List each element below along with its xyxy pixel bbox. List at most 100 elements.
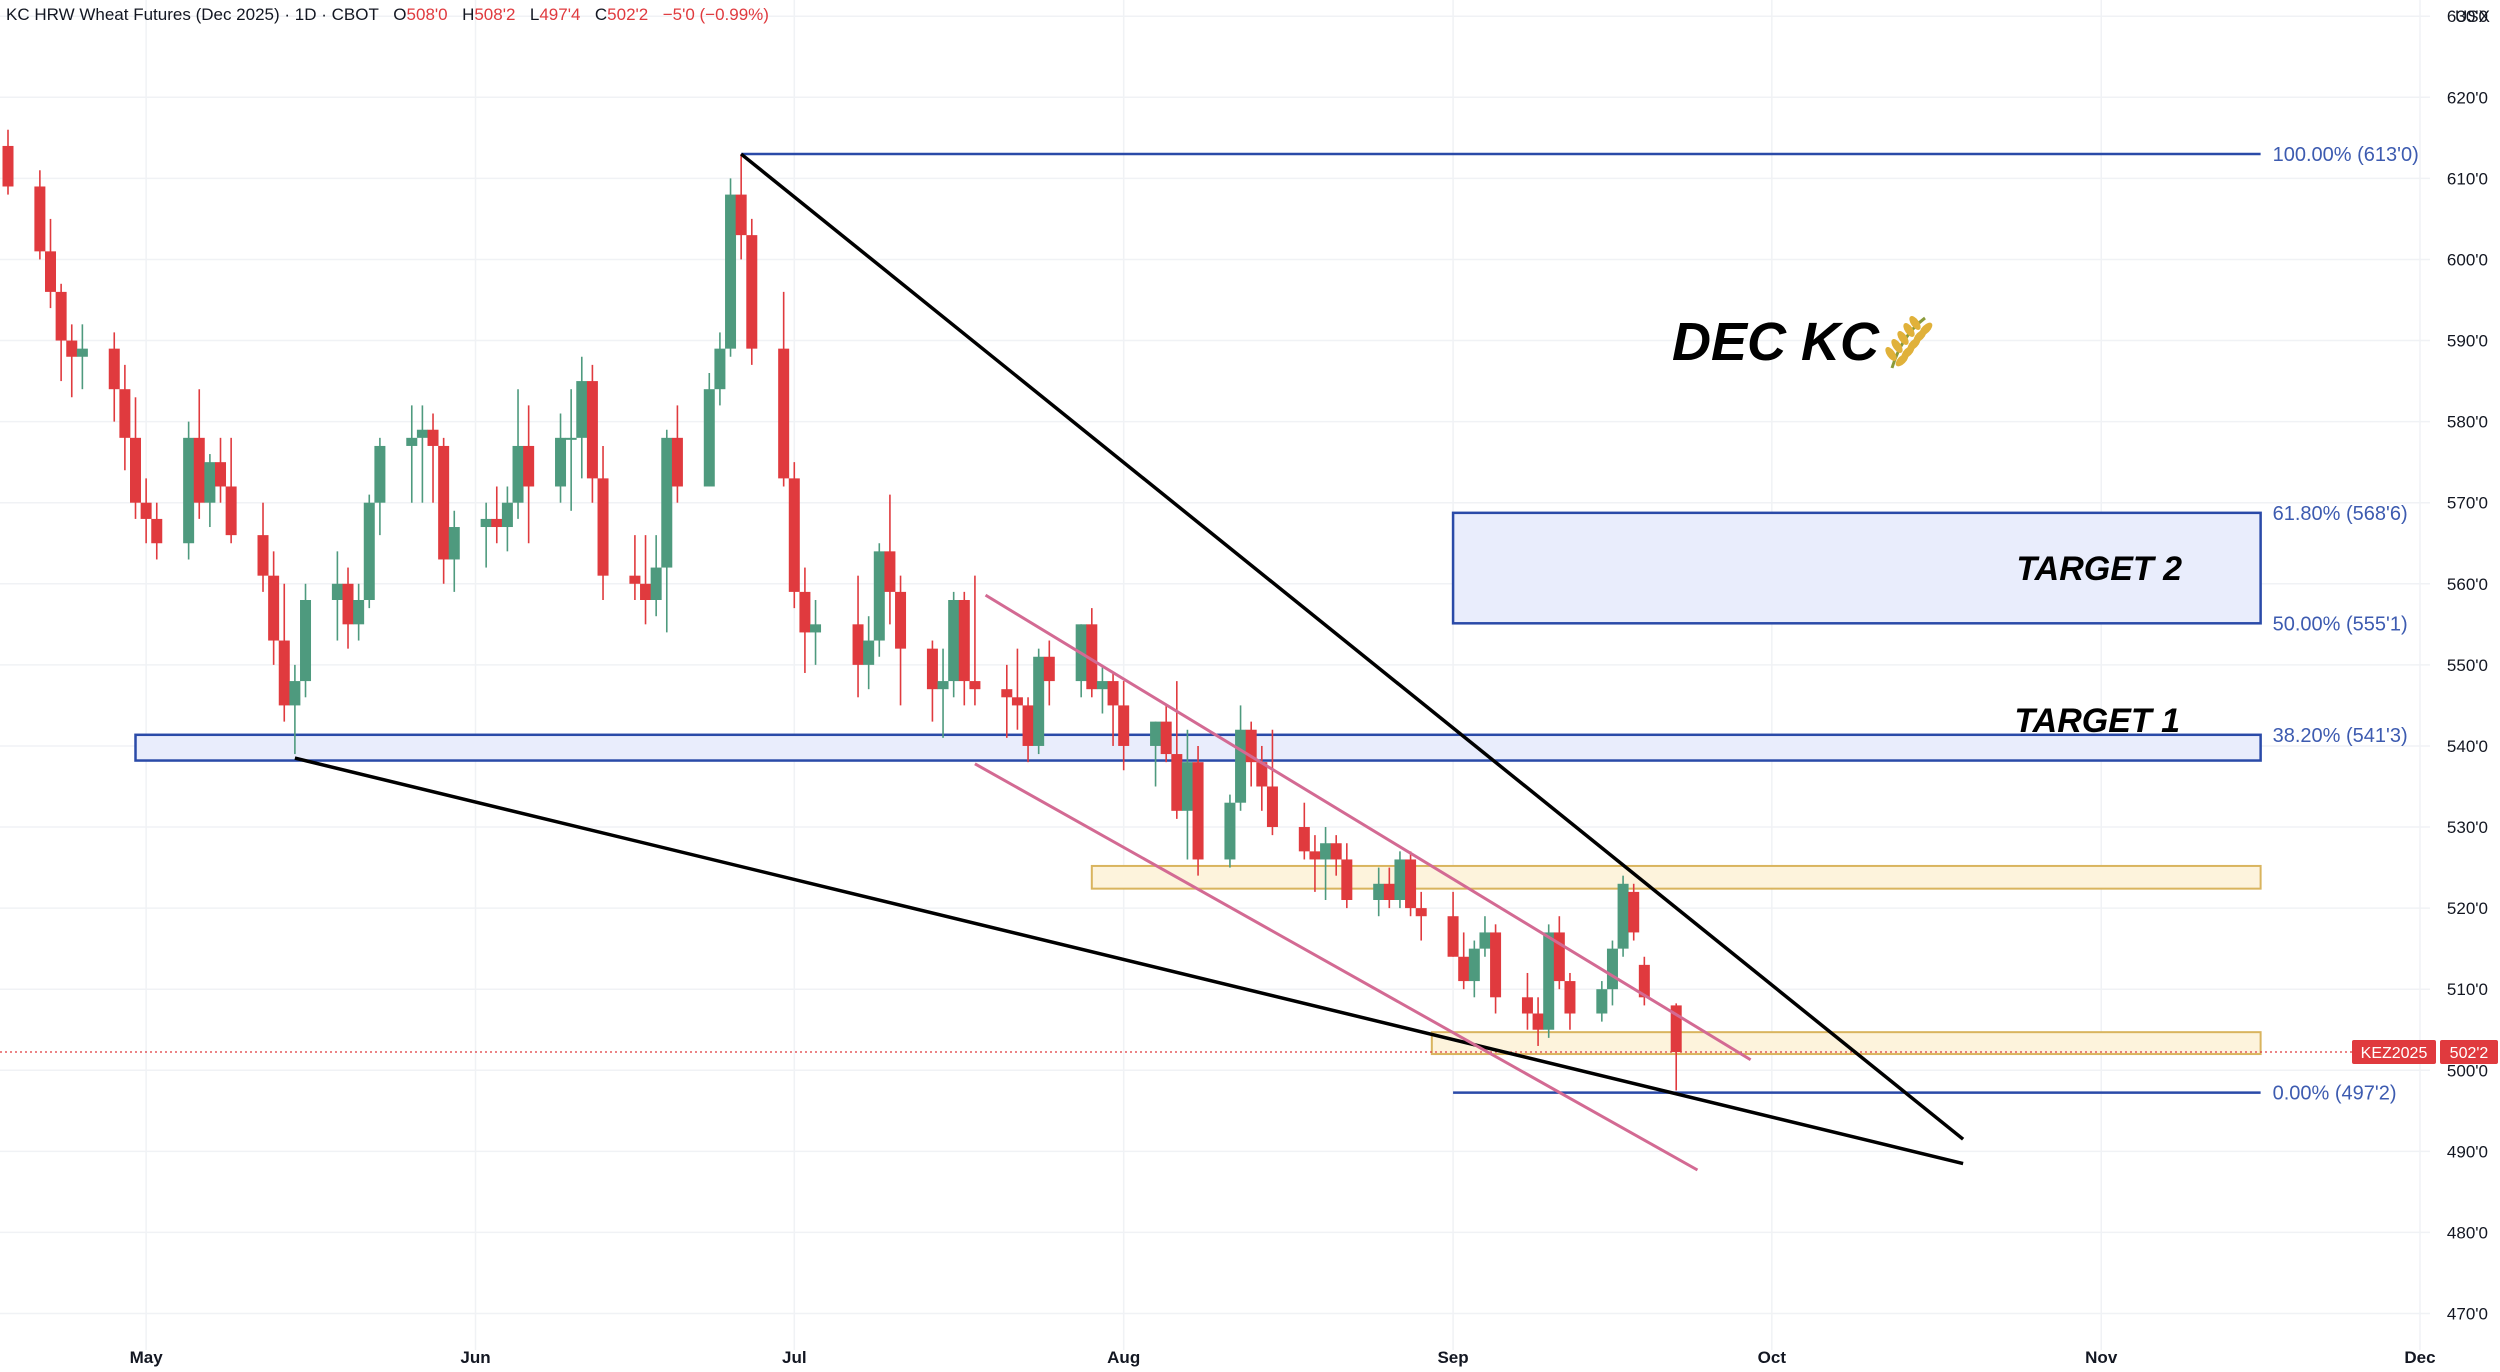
candle [55, 283, 67, 382]
candle-body [66, 340, 78, 357]
wheat-grain [1891, 339, 1903, 353]
candle-body [1192, 762, 1204, 860]
x-tick-label: Jul [782, 1348, 807, 1367]
candle-body [1181, 762, 1193, 811]
candle [1160, 705, 1172, 763]
candle [1150, 721, 1162, 787]
candle [416, 405, 428, 503]
candle-body [1001, 689, 1013, 698]
candle [714, 332, 726, 406]
channel-lower-line[interactable] [974, 762, 1699, 1172]
candle [778, 291, 790, 487]
candle [289, 664, 301, 755]
candle-body [629, 575, 641, 584]
candle [1383, 867, 1395, 909]
wheat-grain [1895, 353, 1909, 367]
candle [852, 575, 864, 698]
candle-body [1490, 932, 1502, 998]
candle-body [1043, 656, 1055, 682]
candle-body [1235, 729, 1247, 803]
candle-body [884, 551, 896, 592]
candle-body [1309, 851, 1321, 860]
candle [1330, 835, 1342, 876]
candle [597, 445, 609, 600]
x-axis[interactable]: May Jun Jul Aug Sep Oct Nov Dec [130, 1348, 2436, 1367]
candle [1022, 697, 1034, 763]
candle-body [289, 681, 301, 706]
candle [448, 510, 460, 592]
wedge-upper-trendline[interactable] [740, 152, 1965, 1141]
candle-body [1160, 721, 1172, 755]
wedge-lower-trendline[interactable] [294, 756, 1964, 1166]
candle-body [895, 591, 907, 649]
candle [225, 437, 237, 544]
candle [427, 413, 439, 503]
candle [342, 567, 354, 649]
candle [661, 429, 673, 633]
y-tick-label: 590'0 [2447, 332, 2488, 351]
y-tick-label: 480'0 [2447, 1223, 2488, 1242]
wheat-grain [1919, 322, 1933, 336]
low-value: 497'4 [539, 5, 580, 24]
candle [799, 567, 811, 673]
candle [1521, 972, 1533, 1030]
candle [788, 462, 800, 609]
candle [863, 616, 875, 690]
candle-body [1468, 948, 1480, 982]
candle [1309, 835, 1321, 892]
y-tick-label: 520'0 [2447, 899, 2488, 918]
candle-body [1521, 997, 1533, 1014]
candle-body [108, 348, 120, 390]
y-tick-label: 470'0 [2447, 1305, 2488, 1324]
target2-label: TARGET 2 [2016, 550, 2182, 588]
wheat-grain [1885, 347, 1897, 361]
candle-body [119, 389, 131, 438]
candle [1181, 729, 1193, 860]
wheat-icon [1885, 316, 1933, 369]
candle-body [852, 624, 864, 665]
candle-body [1405, 859, 1417, 909]
candle-body [703, 389, 715, 487]
candle [1107, 672, 1119, 746]
candle [480, 502, 492, 568]
high-value: 508'2 [474, 5, 515, 24]
candle-body [937, 681, 949, 690]
candle [1171, 681, 1183, 819]
candle-body [512, 445, 524, 503]
candle-body [45, 251, 57, 292]
candle [1256, 745, 1268, 811]
candle-body [1638, 964, 1650, 998]
candle-body [958, 600, 970, 682]
candle [215, 437, 227, 503]
candle [1670, 1003, 1682, 1091]
candle-body [331, 583, 343, 600]
candle-body [1245, 729, 1257, 763]
candle [300, 583, 312, 698]
candle-body [1033, 656, 1045, 746]
candle-body [1670, 1005, 1682, 1053]
candle-body [799, 591, 811, 633]
channel-upper-line[interactable] [984, 593, 1752, 1062]
y-tick-label: 600'0 [2447, 250, 2488, 269]
symbol-badge-bg [2352, 1040, 2436, 1065]
high-label: H [462, 5, 474, 24]
symbol-badge: KEZ2025 [2361, 1045, 2428, 1062]
candle-body [1564, 981, 1576, 1014]
price-badge-value: 502'2 [2450, 1045, 2489, 1062]
candle-body [1150, 721, 1162, 746]
chart-title: KC HRW Wheat Futures (Dec 2025) · 1D · C… [6, 5, 379, 24]
fib-lines [741, 152, 2261, 1094]
candle-body [427, 429, 439, 446]
candle [1245, 721, 1257, 787]
candle [576, 356, 588, 479]
candle-body [480, 518, 492, 528]
y-axis[interactable]: 470'0 480'0 490'0 500'0 510'0 520'0 530'0 540'0… [2447, 7, 2488, 1323]
candle-body [204, 462, 216, 503]
candle [1617, 875, 1629, 957]
candle [671, 405, 683, 503]
x-tick-label: May [130, 1348, 164, 1367]
candle [884, 494, 896, 625]
candle [257, 502, 269, 592]
candle-body [183, 437, 195, 544]
